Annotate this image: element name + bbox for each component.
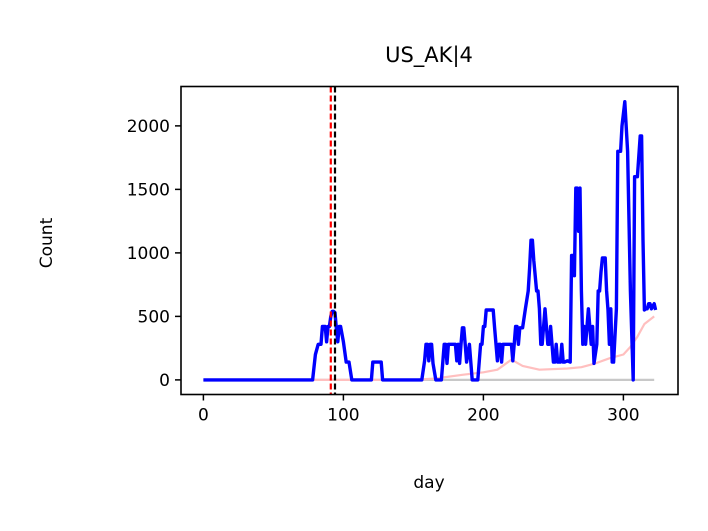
y-axis-label: Count (37, 217, 57, 268)
x-tick-label: 0 (198, 406, 209, 426)
x-tick-label: 300 (607, 406, 639, 426)
plot-frame (180, 85, 679, 396)
plot-area (203, 86, 658, 395)
y-tick-label: 1500 (127, 180, 170, 200)
y-tick-label: 2000 (127, 117, 170, 137)
series-line-1 (203, 315, 655, 381)
x-tick-label: 200 (467, 406, 499, 426)
y-tick-label: 1000 (127, 244, 170, 264)
chart-title: US_AK|4 (385, 43, 473, 68)
x-axis-label: day (413, 473, 444, 493)
y-tick-label: 500 (138, 307, 170, 327)
series-line-2 (203, 99, 658, 382)
x-tick-label: 100 (327, 406, 359, 426)
y-tick-label: 0 (159, 371, 170, 391)
